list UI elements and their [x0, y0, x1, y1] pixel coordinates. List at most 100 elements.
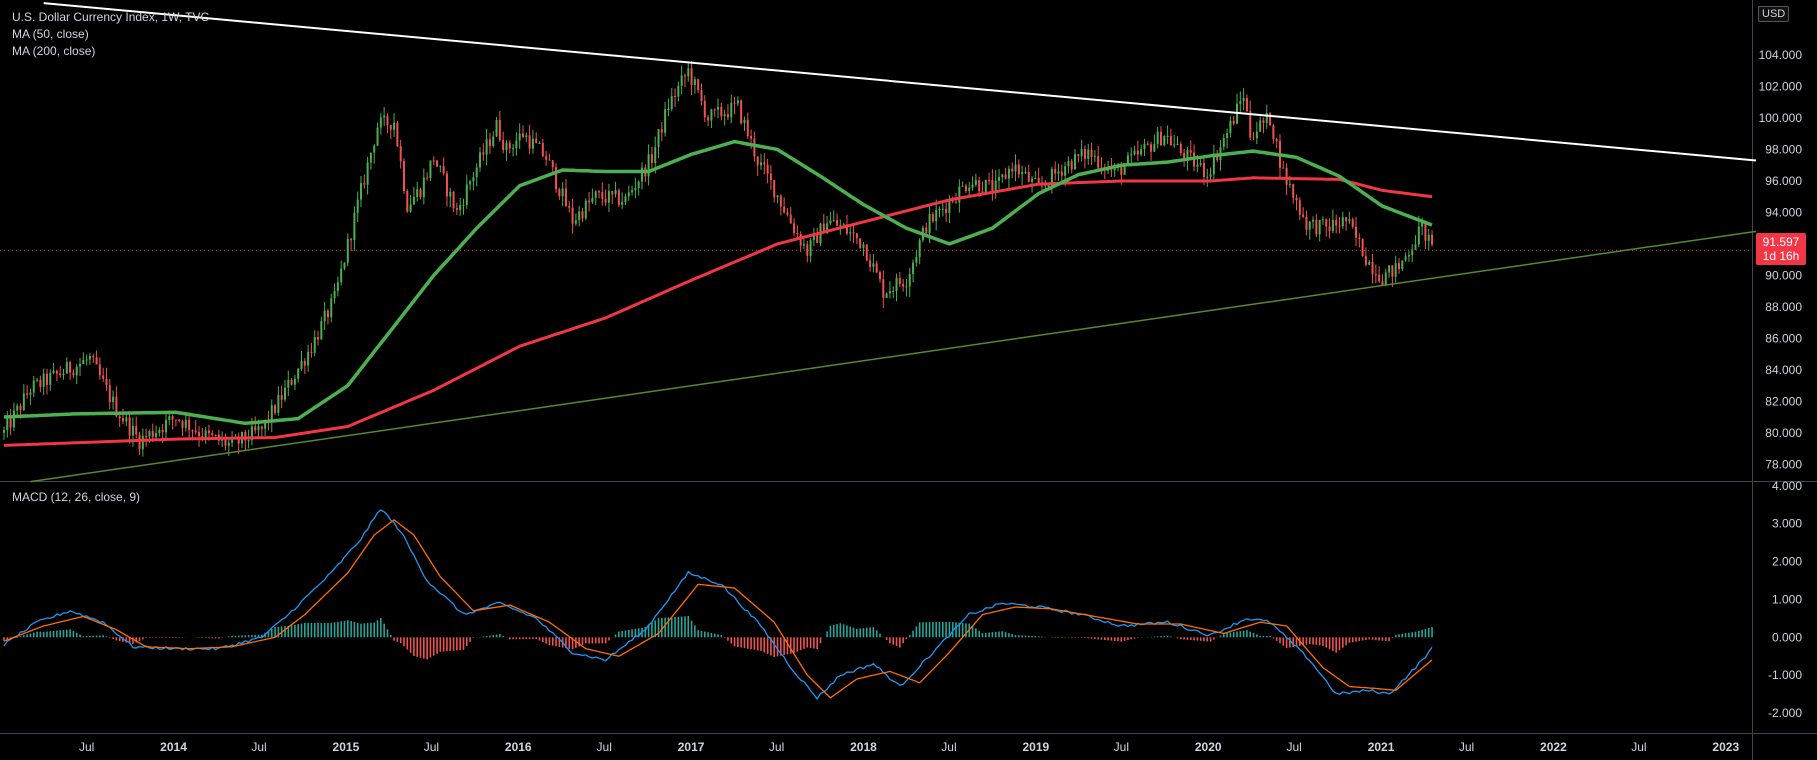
- candle-body: [1338, 225, 1341, 227]
- candle-body: [1199, 163, 1202, 165]
- candle-body: [1414, 244, 1417, 250]
- candle-body: [581, 211, 584, 219]
- ma50-legend[interactable]: MA (50, close): [12, 27, 89, 41]
- candle-body: [16, 405, 19, 411]
- candle-body: [1394, 263, 1397, 277]
- time-tick-label: 2019: [1022, 740, 1049, 754]
- ma200-legend[interactable]: MA (200, close): [12, 44, 96, 58]
- candle-body: [174, 419, 177, 421]
- candle-body: [548, 159, 551, 161]
- candle-body: [935, 210, 938, 222]
- candle-body: [436, 160, 439, 167]
- candle-body: [723, 114, 726, 117]
- candle-body: [908, 273, 911, 287]
- candle-body: [1087, 149, 1090, 159]
- candle-body: [1173, 144, 1176, 146]
- ma200-line: [3, 176, 1433, 447]
- candle-body: [948, 199, 951, 213]
- price-tick-label: 98.000: [1765, 143, 1802, 157]
- candle-body: [363, 183, 366, 185]
- macd-tick-label: 3.000: [1772, 517, 1802, 531]
- candle-body: [1143, 143, 1146, 150]
- candle-body: [201, 436, 204, 439]
- candle-body: [879, 272, 881, 280]
- candle-body: [1378, 274, 1381, 282]
- candle-body: [396, 122, 399, 147]
- candle-body: [700, 90, 703, 101]
- macd-title[interactable]: MACD (12, 26, close, 9): [12, 490, 141, 504]
- candle-body: [135, 426, 138, 435]
- candle-body: [1288, 184, 1291, 186]
- candle-body: [320, 321, 323, 340]
- candle-body: [1216, 154, 1219, 161]
- candle-body: [799, 234, 802, 246]
- candle-body: [3, 430, 5, 433]
- candle-body: [479, 152, 482, 168]
- candle-body: [432, 160, 435, 162]
- macd-line: [3, 509, 1433, 700]
- candle-body: [482, 152, 485, 155]
- candle-body: [155, 433, 158, 438]
- candle-body: [713, 109, 716, 111]
- candle-body: [1050, 168, 1053, 187]
- candle-body: [55, 370, 58, 374]
- candle-body: [198, 432, 201, 437]
- candle-body: [59, 373, 62, 376]
- candle-body: [350, 238, 353, 241]
- candle-body: [961, 185, 964, 187]
- candle-body: [45, 373, 48, 385]
- currency-button[interactable]: USD: [1758, 6, 1790, 22]
- candle-body: [498, 119, 501, 140]
- candle-body: [958, 186, 961, 203]
- candle-body: [492, 136, 495, 147]
- candle-body: [353, 212, 356, 241]
- main-legend: U.S. Dollar Currency Index, 1W, TVC MA (…: [12, 9, 209, 60]
- time-tick-label: 2018: [850, 740, 877, 754]
- candle-body: [260, 426, 263, 429]
- candle-body: [1209, 174, 1212, 177]
- trendline-upper: [43, 2, 1757, 162]
- candle-body: [750, 136, 753, 139]
- candle-body: [928, 214, 931, 233]
- candle-body: [1179, 143, 1182, 154]
- candle-body: [1090, 149, 1093, 157]
- candle-body: [1226, 132, 1229, 139]
- candle-body: [300, 360, 303, 369]
- candle-body: [512, 148, 515, 150]
- time-tick-label: Jul: [597, 740, 612, 754]
- time-tick-label: 2021: [1368, 740, 1395, 754]
- last-price-value: 91.597: [1762, 235, 1800, 249]
- candle-body: [1295, 197, 1298, 201]
- candle-body: [333, 290, 336, 299]
- candle-body: [1133, 150, 1136, 155]
- candle-body: [502, 139, 505, 151]
- candle-body: [541, 143, 544, 157]
- candle-body: [439, 166, 442, 168]
- trendline-lower: [30, 230, 1757, 483]
- candle-body: [1229, 120, 1232, 133]
- candle-body: [594, 191, 597, 198]
- candle-body: [488, 139, 491, 147]
- candle-body: [455, 208, 458, 210]
- candle-body: [667, 109, 670, 111]
- time-tick-label: Jul: [941, 740, 956, 754]
- candle-body: [862, 244, 865, 248]
- candle-body: [687, 68, 690, 77]
- candle-body: [274, 405, 277, 413]
- candle-body: [802, 244, 805, 246]
- candle-body: [1312, 219, 1315, 222]
- candle-body: [1169, 135, 1172, 146]
- candle-body: [211, 433, 214, 436]
- candle-body: [1156, 131, 1159, 144]
- candle-body: [459, 205, 462, 210]
- time-tick-label: 2017: [678, 740, 705, 754]
- candle-body: [1206, 176, 1209, 178]
- candle-body: [330, 298, 333, 318]
- price-tick-label: 100.000: [1759, 111, 1803, 125]
- candle-body: [346, 238, 349, 263]
- candle-body: [369, 152, 372, 163]
- candle-body: [621, 202, 624, 205]
- candle-body: [736, 100, 739, 104]
- candle-body: [1308, 221, 1311, 230]
